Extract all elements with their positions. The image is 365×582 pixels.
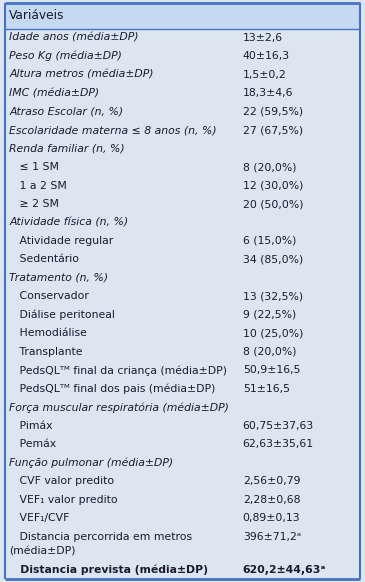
Text: Atraso Escolar (n, %): Atraso Escolar (n, %)	[9, 107, 123, 116]
Text: 40±16,3: 40±16,3	[243, 51, 290, 61]
Bar	[5, 3, 360, 29]
Text: 1,5±0,2: 1,5±0,2	[243, 70, 287, 80]
Text: Renda familiar (n, %): Renda familiar (n, %)	[9, 144, 125, 154]
Text: Pemáx: Pemáx	[9, 439, 56, 449]
Text: Variáveis: Variáveis	[9, 9, 65, 22]
Text: Escolaridade materna ≤ 8 anos (n, %): Escolaridade materna ≤ 8 anos (n, %)	[9, 125, 217, 135]
Text: 18,3±4,6: 18,3±4,6	[243, 88, 293, 98]
Text: Função pulmonar (média±DP): Função pulmonar (média±DP)	[9, 457, 173, 468]
Text: Sedentário: Sedentário	[9, 254, 79, 264]
Text: 8 (20,0%): 8 (20,0%)	[243, 347, 296, 357]
Text: (média±DP): (média±DP)	[9, 546, 76, 556]
Text: 0,89±0,13: 0,89±0,13	[243, 513, 300, 523]
Text: Conservador: Conservador	[9, 292, 89, 301]
Text: Tratamento (n, %): Tratamento (n, %)	[9, 273, 108, 283]
Text: 1 a 2 SM: 1 a 2 SM	[9, 180, 67, 190]
Text: CVF valor predito: CVF valor predito	[9, 476, 114, 486]
Text: 620,2±44,63ᵃ: 620,2±44,63ᵃ	[243, 565, 326, 575]
Text: Altura metros (média±DP): Altura metros (média±DP)	[9, 70, 154, 80]
Text: 51±16,5: 51±16,5	[243, 384, 290, 394]
Text: Transplante: Transplante	[9, 347, 82, 357]
Text: Idade anos (média±DP): Idade anos (média±DP)	[9, 33, 139, 42]
Text: 13±2,6: 13±2,6	[243, 33, 283, 42]
Text: 2,28±0,68: 2,28±0,68	[243, 495, 300, 505]
Text: 13 (32,5%): 13 (32,5%)	[243, 292, 303, 301]
Text: 60,75±37,63: 60,75±37,63	[243, 421, 314, 431]
Text: 10 (25,0%): 10 (25,0%)	[243, 328, 303, 338]
Text: 12 (30,0%): 12 (30,0%)	[243, 180, 303, 190]
Text: 2,56±0,79: 2,56±0,79	[243, 476, 300, 486]
Text: VEF₁/CVF: VEF₁/CVF	[9, 513, 69, 523]
Text: PedsQLᵀᴹ final dos pais (média±DP): PedsQLᵀᴹ final dos pais (média±DP)	[9, 384, 215, 394]
Text: Força muscular respiratória (média±DP): Força muscular respiratória (média±DP)	[9, 402, 229, 413]
Text: 50,9±16,5: 50,9±16,5	[243, 365, 300, 375]
Text: Distancia percorrida em metros: Distancia percorrida em metros	[9, 533, 192, 542]
Text: ≥ 2 SM: ≥ 2 SM	[9, 199, 59, 209]
Text: PedsQLᵀᴹ final da criança (média±DP): PedsQLᵀᴹ final da criança (média±DP)	[9, 365, 227, 375]
Text: 34 (85,0%): 34 (85,0%)	[243, 254, 303, 264]
Text: 9 (22,5%): 9 (22,5%)	[243, 310, 296, 320]
Text: Distancia prevista (média±DP): Distancia prevista (média±DP)	[9, 565, 208, 575]
Text: 20 (50,0%): 20 (50,0%)	[243, 199, 303, 209]
Text: 62,63±35,61: 62,63±35,61	[243, 439, 314, 449]
Text: Peso Kg (média±DP): Peso Kg (média±DP)	[9, 51, 122, 62]
Text: Atividade regular: Atividade regular	[9, 236, 114, 246]
Text: 27 (67,5%): 27 (67,5%)	[243, 125, 303, 135]
Text: IMC (média±DP): IMC (média±DP)	[9, 88, 99, 98]
Text: Pimáx: Pimáx	[9, 421, 53, 431]
Text: VEF₁ valor predito: VEF₁ valor predito	[9, 495, 118, 505]
Text: 396±71,2ᵃ: 396±71,2ᵃ	[243, 533, 301, 542]
Text: 22 (59,5%): 22 (59,5%)	[243, 107, 303, 116]
Text: Hemodiálise: Hemodiálise	[9, 328, 87, 338]
Text: 8 (20,0%): 8 (20,0%)	[243, 162, 296, 172]
Text: Diálise peritoneal: Diálise peritoneal	[9, 310, 115, 320]
Text: 6 (15,0%): 6 (15,0%)	[243, 236, 296, 246]
Text: Atividade física (n, %): Atividade física (n, %)	[9, 218, 128, 228]
Text: ≤ 1 SM: ≤ 1 SM	[9, 162, 59, 172]
